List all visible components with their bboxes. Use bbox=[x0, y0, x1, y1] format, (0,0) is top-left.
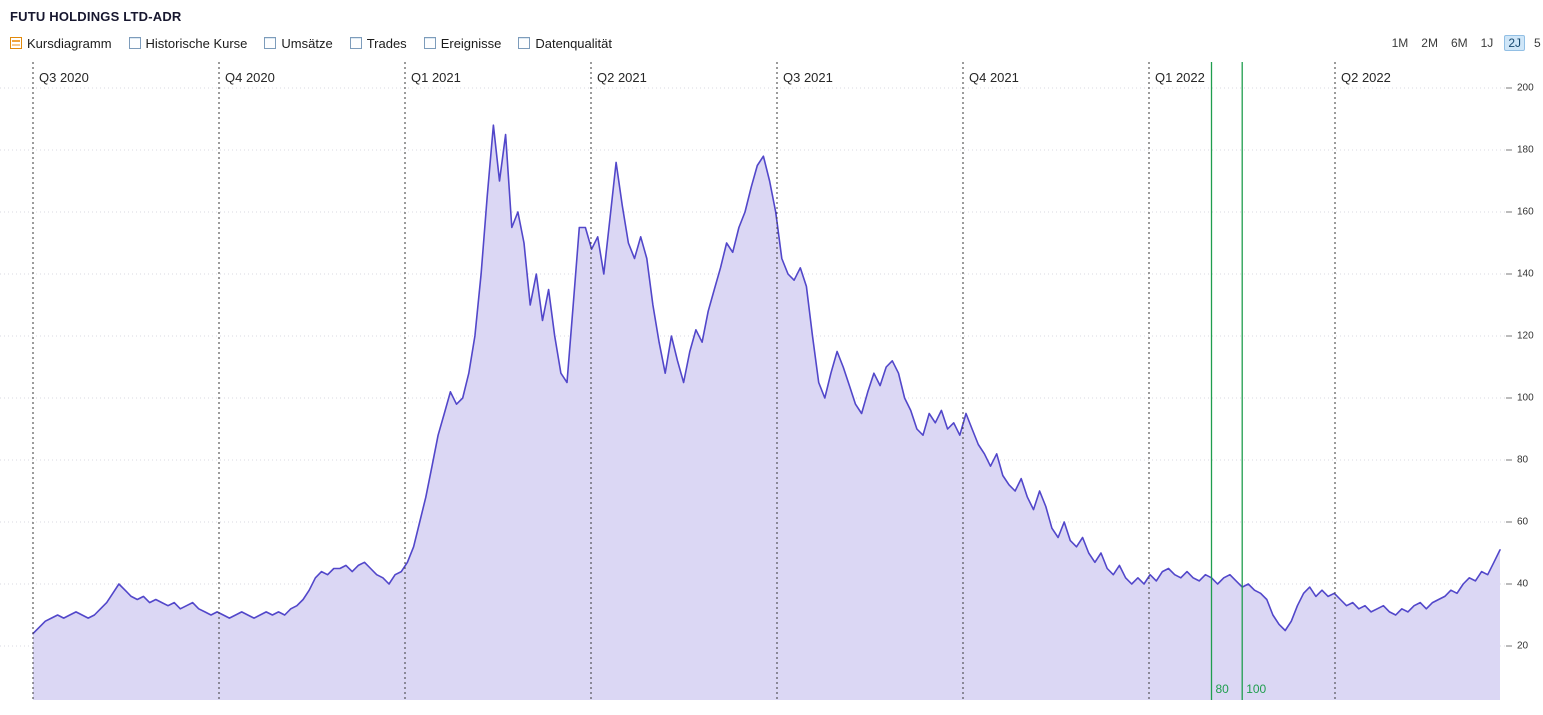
range-5j[interactable]: 5J bbox=[1534, 36, 1541, 50]
y-tick-label: 100 bbox=[1517, 393, 1534, 404]
range-2m[interactable]: 2M bbox=[1421, 36, 1438, 50]
price-line bbox=[32, 124, 1501, 635]
y-tick-label: 80 bbox=[1517, 455, 1529, 466]
tab-umsaetze[interactable]: Umsätze bbox=[264, 35, 333, 51]
checkbox-icon[interactable] bbox=[128, 37, 141, 49]
quarter-label: Q4 2021 bbox=[969, 70, 1019, 85]
event-line-label: 100 bbox=[1246, 682, 1266, 696]
event-line-label: 80 bbox=[1216, 682, 1230, 696]
tab-label: Datenqualität bbox=[535, 35, 613, 51]
range-1j[interactable]: 1J bbox=[1480, 36, 1494, 50]
checkbox-icon[interactable] bbox=[423, 37, 436, 49]
y-tick-label: 160 bbox=[1517, 207, 1534, 218]
tab-label: Umsätze bbox=[281, 35, 333, 51]
quarter-label: Q1 2022 bbox=[1155, 70, 1205, 85]
range-2j[interactable]: 2J bbox=[1504, 35, 1525, 51]
toolbar: Kursdiagramm Historische Kurse Umsätze Trad… bbox=[0, 24, 1543, 55]
quarter-label: Q2 2022 bbox=[1341, 70, 1391, 85]
tab-historische-kurse[interactable]: Historische Kurse bbox=[128, 35, 248, 51]
tab-trades[interactable]: Trades bbox=[349, 35, 407, 51]
quarter-label: Q1 2021 bbox=[411, 70, 461, 85]
chart-checkbox-icon[interactable] bbox=[10, 37, 22, 49]
checkbox-icon[interactable] bbox=[264, 37, 277, 49]
y-tick-label: 200 bbox=[1517, 83, 1534, 94]
tab-label: Historische Kurse bbox=[145, 35, 248, 51]
tab-label: Ereignisse bbox=[440, 35, 502, 51]
quarter-label: Q3 2020 bbox=[39, 70, 89, 85]
quarter-label: Q4 2020 bbox=[225, 70, 275, 85]
quarter-label: Q3 2021 bbox=[783, 70, 833, 85]
tab-datenqualitaet[interactable]: Datenqualität bbox=[518, 36, 612, 51]
price-chart[interactable]: 80 100 Q3 2020 Q4 2020 Q1 2021 Q2 2021 Q3 2021… bbox=[0, 55, 1543, 713]
quarter-label: Q2 2021 bbox=[597, 70, 647, 85]
tab-label: Kursdiagramm bbox=[27, 35, 112, 51]
price-area bbox=[33, 125, 1500, 700]
y-tick-label: 180 bbox=[1517, 145, 1534, 156]
checkbox-icon[interactable] bbox=[349, 37, 362, 49]
y-tick-label: 40 bbox=[1517, 579, 1529, 590]
range-6m[interactable]: 6M bbox=[1450, 36, 1468, 50]
page-title: FUTU HOLDINGS LTD-ADR bbox=[10, 9, 182, 24]
y-tick-label: 60 bbox=[1517, 517, 1529, 528]
y-tick-label: 120 bbox=[1517, 331, 1534, 342]
range-1m[interactable]: 1M bbox=[1391, 36, 1409, 50]
range-selector: 1M 2M 6M 1J 2J 5J bbox=[1390, 35, 1543, 51]
tab-ereignisse[interactable]: Ereignisse bbox=[423, 35, 502, 51]
tab-label: Trades bbox=[366, 35, 407, 51]
price-chart-svg[interactable]: 80 100 Q3 2020 Q4 2020 Q1 2021 Q2 2021 Q3 2021… bbox=[0, 55, 1543, 713]
y-tick-label: 20 bbox=[1517, 641, 1529, 652]
y-tick-label: 140 bbox=[1517, 269, 1534, 280]
view-tabs: Kursdiagramm Historische Kurse Umsätze Trad… bbox=[10, 36, 612, 51]
tab-kursdiagramm[interactable]: Kursdiagramm bbox=[10, 36, 112, 51]
checkbox-icon[interactable] bbox=[518, 37, 531, 49]
